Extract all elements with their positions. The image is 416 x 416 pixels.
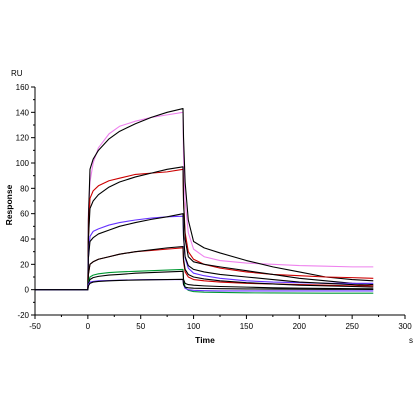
y-tick-label: 140 bbox=[16, 108, 30, 117]
y-tick-label: 80 bbox=[20, 184, 29, 193]
series-line-1 bbox=[35, 111, 374, 291]
x-tick-label: -50 bbox=[29, 322, 41, 331]
x-axis-ticks: -50 0 50 100 150 200 250 300 bbox=[29, 315, 412, 331]
y-tick-label: 100 bbox=[16, 159, 30, 168]
y-tick-label: 160 bbox=[16, 83, 30, 92]
x-axis-unit: s bbox=[409, 336, 413, 345]
x-tick-label: 50 bbox=[136, 322, 145, 331]
y-tick-label: 20 bbox=[20, 260, 29, 269]
series-line-8 bbox=[35, 246, 374, 291]
y-tick-label: 60 bbox=[20, 210, 29, 219]
plot-series-group bbox=[35, 107, 374, 294]
series-line-4 bbox=[35, 166, 374, 291]
y-tick-label: 40 bbox=[20, 235, 29, 244]
x-tick-label: 150 bbox=[240, 322, 254, 331]
series-line-2 bbox=[35, 107, 374, 291]
x-axis-title: Time bbox=[195, 335, 215, 345]
series-line-10 bbox=[35, 270, 374, 291]
x-tick-label: 100 bbox=[187, 322, 201, 331]
series-line-6 bbox=[35, 213, 374, 291]
y-tick-label: -20 bbox=[17, 311, 29, 320]
y-axis-ticks: -20 0 20 40 60 80 100 120 140 160 bbox=[16, 83, 35, 320]
y-axis-unit: RU bbox=[11, 69, 23, 78]
y-tick-label: 0 bbox=[25, 286, 30, 295]
y-tick-label: 120 bbox=[16, 134, 30, 143]
x-tick-label: 0 bbox=[86, 322, 91, 331]
series-line-12 bbox=[35, 278, 374, 291]
x-tick-label: 200 bbox=[293, 322, 307, 331]
y-axis-title: Response bbox=[4, 184, 14, 225]
x-tick-label: 250 bbox=[345, 322, 359, 331]
x-tick-label: 300 bbox=[398, 322, 412, 331]
